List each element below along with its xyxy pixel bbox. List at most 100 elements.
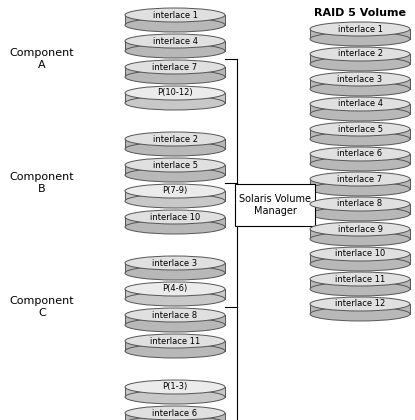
Ellipse shape — [310, 272, 410, 286]
Ellipse shape — [310, 197, 410, 211]
Ellipse shape — [125, 70, 225, 84]
Text: RAID 5 Volume: RAID 5 Volume — [314, 8, 406, 18]
Polygon shape — [125, 165, 225, 175]
Ellipse shape — [125, 380, 225, 394]
Ellipse shape — [310, 297, 410, 311]
Ellipse shape — [125, 282, 225, 296]
Polygon shape — [310, 104, 410, 114]
Ellipse shape — [125, 390, 225, 404]
Ellipse shape — [310, 132, 410, 146]
Polygon shape — [125, 263, 225, 273]
Text: interlace 11: interlace 11 — [335, 275, 385, 284]
Ellipse shape — [310, 247, 410, 261]
Ellipse shape — [310, 257, 410, 271]
Text: interlace 10: interlace 10 — [150, 213, 200, 221]
Text: interlace 7: interlace 7 — [152, 63, 198, 71]
Ellipse shape — [125, 334, 225, 348]
Ellipse shape — [310, 222, 410, 236]
Ellipse shape — [125, 158, 225, 172]
FancyBboxPatch shape — [235, 184, 315, 226]
Ellipse shape — [125, 86, 225, 100]
Text: interlace 4: interlace 4 — [337, 100, 383, 108]
Text: P(10-12): P(10-12) — [157, 89, 193, 97]
Ellipse shape — [310, 107, 410, 121]
Text: interlace 1: interlace 1 — [337, 24, 383, 34]
Ellipse shape — [125, 18, 225, 32]
Text: interlace 11: interlace 11 — [150, 336, 200, 346]
Ellipse shape — [125, 132, 225, 146]
Ellipse shape — [125, 266, 225, 280]
Polygon shape — [125, 67, 225, 77]
Ellipse shape — [125, 142, 225, 156]
Ellipse shape — [310, 232, 410, 246]
Polygon shape — [310, 79, 410, 89]
Text: interlace 6: interlace 6 — [152, 409, 198, 417]
Ellipse shape — [125, 184, 225, 198]
Ellipse shape — [310, 22, 410, 36]
Polygon shape — [310, 254, 410, 264]
Text: interlace 4: interlace 4 — [152, 37, 198, 45]
Polygon shape — [125, 93, 225, 103]
Text: interlace 5: interlace 5 — [337, 124, 383, 134]
Polygon shape — [125, 341, 225, 351]
Text: interlace 2: interlace 2 — [337, 50, 383, 58]
Polygon shape — [310, 279, 410, 289]
Polygon shape — [310, 229, 410, 239]
Ellipse shape — [310, 172, 410, 186]
Polygon shape — [310, 204, 410, 214]
Text: interlace 8: interlace 8 — [152, 310, 198, 320]
Text: interlace 2: interlace 2 — [152, 134, 198, 144]
Ellipse shape — [125, 308, 225, 322]
Ellipse shape — [310, 32, 410, 46]
Ellipse shape — [125, 344, 225, 358]
Ellipse shape — [310, 307, 410, 321]
Text: interlace 3: interlace 3 — [152, 258, 198, 268]
Ellipse shape — [125, 406, 225, 420]
Ellipse shape — [310, 182, 410, 196]
Text: interlace 1: interlace 1 — [152, 10, 198, 19]
Polygon shape — [310, 129, 410, 139]
Ellipse shape — [125, 34, 225, 48]
Text: P(1-3): P(1-3) — [162, 383, 188, 391]
Polygon shape — [310, 179, 410, 189]
Polygon shape — [310, 54, 410, 64]
Text: Component
C: Component C — [10, 296, 74, 318]
Text: Solaris Volume
Manager: Solaris Volume Manager — [239, 194, 311, 216]
Ellipse shape — [310, 57, 410, 71]
Text: P(7-9): P(7-9) — [162, 186, 188, 195]
Ellipse shape — [310, 47, 410, 61]
Text: Component
B: Component B — [10, 172, 74, 194]
Ellipse shape — [125, 168, 225, 182]
Text: interlace 9: interlace 9 — [337, 225, 383, 234]
Text: interlace 12: interlace 12 — [335, 299, 385, 309]
Ellipse shape — [125, 60, 225, 74]
Polygon shape — [125, 139, 225, 149]
Polygon shape — [125, 289, 225, 299]
Polygon shape — [310, 304, 410, 314]
Ellipse shape — [310, 147, 410, 161]
Text: interlace 3: interlace 3 — [337, 74, 383, 84]
Ellipse shape — [125, 194, 225, 208]
Text: Component
A: Component A — [10, 48, 74, 70]
Polygon shape — [310, 154, 410, 164]
Ellipse shape — [125, 220, 225, 234]
Ellipse shape — [310, 207, 410, 221]
Text: interlace 5: interlace 5 — [152, 160, 198, 170]
Ellipse shape — [310, 122, 410, 136]
Ellipse shape — [125, 318, 225, 332]
Ellipse shape — [310, 282, 410, 296]
Ellipse shape — [125, 210, 225, 224]
Polygon shape — [125, 15, 225, 25]
Polygon shape — [125, 413, 225, 420]
Polygon shape — [125, 315, 225, 325]
Ellipse shape — [310, 157, 410, 171]
Ellipse shape — [125, 416, 225, 420]
Ellipse shape — [310, 82, 410, 96]
Ellipse shape — [125, 256, 225, 270]
Text: interlace 6: interlace 6 — [337, 150, 383, 158]
Polygon shape — [125, 387, 225, 397]
Ellipse shape — [125, 96, 225, 110]
Ellipse shape — [310, 97, 410, 111]
Polygon shape — [125, 191, 225, 201]
Ellipse shape — [125, 8, 225, 22]
